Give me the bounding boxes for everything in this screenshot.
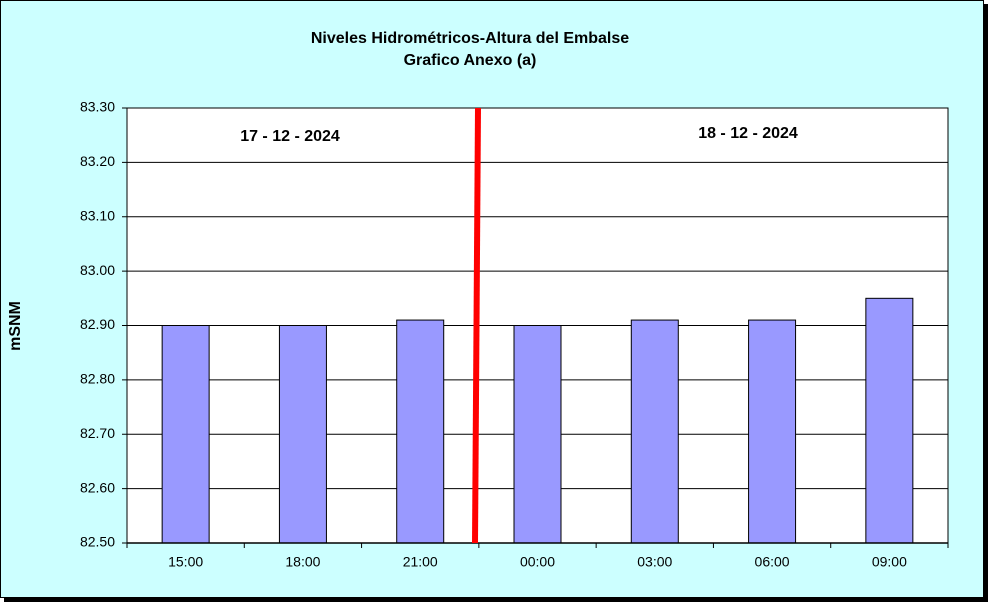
chart-title: Niveles Hidrométricos-Altura del Embalse — [311, 30, 629, 47]
bar — [161, 325, 210, 544]
y-tick-label: 82.50 — [80, 534, 115, 550]
annotation: 18 - 12 - 2024 — [698, 125, 798, 142]
y-tick-label: 82.60 — [80, 479, 115, 495]
bar — [630, 319, 679, 544]
bar — [396, 319, 445, 544]
x-tick-label: 06:00 — [755, 554, 790, 570]
x-tick-label: 09:00 — [872, 554, 907, 570]
x-tick-label: 00:00 — [520, 554, 555, 570]
y-tick-label: 82.80 — [80, 371, 115, 387]
bar — [748, 319, 797, 544]
bar — [513, 325, 562, 544]
chart-subtitle: Grafico Anexo (a) — [404, 52, 537, 69]
x-tick-label: 21:00 — [403, 554, 438, 570]
x-tick-label: 18:00 — [285, 554, 320, 570]
y-tick-label: 83.30 — [80, 99, 115, 115]
y-tick-label: 82.90 — [80, 316, 115, 332]
x-tick-label: 15:00 — [168, 554, 203, 570]
day-separator — [472, 107, 481, 544]
y-axis-label: mSNM — [7, 301, 24, 351]
y-tick-label: 83.00 — [80, 262, 115, 278]
bar — [278, 325, 327, 544]
y-tick-label: 82.70 — [80, 425, 115, 441]
x-tick-label: 03:00 — [637, 554, 672, 570]
y-tick-label: 83.20 — [80, 153, 115, 169]
y-tick-label: 83.10 — [80, 207, 115, 223]
bar — [865, 297, 914, 544]
annotation: 17 - 12 - 2024 — [240, 128, 340, 145]
